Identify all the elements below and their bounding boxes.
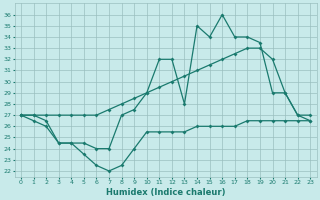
X-axis label: Humidex (Indice chaleur): Humidex (Indice chaleur)	[106, 188, 225, 197]
